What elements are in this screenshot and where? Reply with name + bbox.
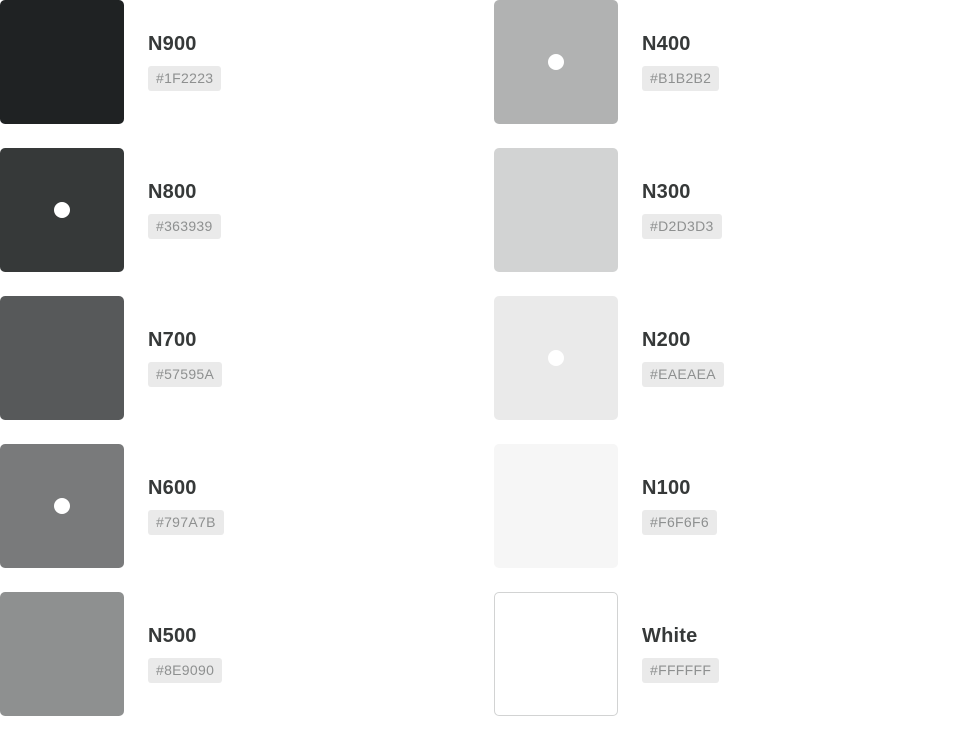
color-swatch[interactable]: [0, 444, 124, 568]
color-item-n600[interactable]: N600 #797A7B: [0, 444, 400, 568]
color-item-n200[interactable]: N200 #EAEAEA: [494, 296, 894, 420]
color-name: N300: [642, 181, 691, 203]
color-swatch[interactable]: [494, 296, 618, 420]
color-hex-badge: #B1B2B2: [642, 66, 720, 91]
color-hex-badge: #FFFFFF: [642, 658, 720, 683]
color-hex-badge: #D2D3D3: [642, 214, 722, 239]
color-name: N200: [642, 329, 691, 351]
color-name: N700: [148, 329, 197, 351]
color-item-white[interactable]: White #FFFFFF: [494, 592, 894, 716]
color-swatch[interactable]: [494, 0, 618, 124]
color-hex-badge: #F6F6F6: [642, 510, 717, 535]
color-swatch[interactable]: [0, 148, 124, 272]
color-item-n400[interactable]: N400 #B1B2B2: [494, 0, 894, 124]
color-item-n800[interactable]: N800 #363939: [0, 148, 400, 272]
color-swatch[interactable]: [0, 296, 124, 420]
dot-marker-icon: [54, 498, 70, 514]
color-hex-badge: #797A7B: [148, 510, 224, 535]
color-hex-badge: #EAEAEA: [642, 362, 724, 387]
swatch-column-left: N900 #1F2223 N800 #363939 N700 #57595A N600 #79…: [0, 0, 400, 740]
color-hex-badge: #1F2223: [148, 66, 222, 91]
color-swatch[interactable]: [494, 444, 618, 568]
color-hex-badge: #363939: [148, 214, 221, 239]
color-swatch[interactable]: [0, 592, 124, 716]
dot-marker-icon: [548, 350, 564, 366]
color-item-n100[interactable]: N100 #F6F6F6: [494, 444, 894, 568]
color-name: N900: [148, 33, 197, 55]
color-item-n700[interactable]: N700 #57595A: [0, 296, 400, 420]
color-name: N600: [148, 477, 197, 499]
dot-marker-icon: [548, 54, 564, 70]
color-hex-badge: #8E9090: [148, 658, 223, 683]
color-item-n900[interactable]: N900 #1F2223: [0, 0, 400, 124]
color-name: N800: [148, 181, 197, 203]
color-swatch[interactable]: [0, 0, 124, 124]
color-name: N100: [642, 477, 691, 499]
color-item-n500[interactable]: N500 #8E9090: [0, 592, 400, 716]
color-hex-badge: #57595A: [148, 362, 223, 387]
color-name: White: [642, 625, 698, 647]
color-item-n300[interactable]: N300 #D2D3D3: [494, 148, 894, 272]
swatch-column-right: N400 #B1B2B2 N300 #D2D3D3 N200 #EAEAEA N100 #F6…: [494, 0, 894, 740]
color-swatch[interactable]: [494, 592, 618, 716]
color-swatch[interactable]: [494, 148, 618, 272]
color-name: N400: [642, 33, 691, 55]
color-name: N500: [148, 625, 197, 647]
dot-marker-icon: [54, 202, 70, 218]
